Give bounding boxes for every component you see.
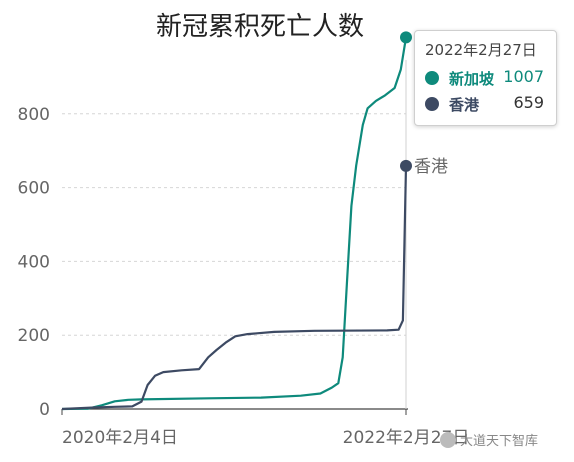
x-tick-label: 2020年2月4日 (62, 428, 178, 448)
series-line-0 (61, 37, 408, 411)
y-tick-label: 0 (39, 400, 50, 420)
chart-title: 新冠累积死亡人数 (155, 12, 364, 42)
tooltip-series-name: 新加坡 (449, 70, 495, 88)
series-lines (61, 31, 412, 411)
gridlines (62, 113, 406, 336)
x-tick-label: 2022年2月27日 (343, 428, 470, 448)
watermark: 大道天下智库 (440, 430, 538, 449)
y-tick-label: 600 (18, 179, 50, 199)
tooltip-series-value: 659 (513, 93, 544, 112)
watermark-text: 大道天下智库 (460, 434, 539, 449)
axes (61, 60, 408, 415)
tooltip-series-value: 1007 (503, 67, 544, 86)
series-end-label: 香港 (414, 157, 448, 177)
tooltip-date: 2022年2月27日 (425, 41, 537, 59)
y-tick-label: 400 (18, 252, 50, 272)
tooltip-row-singapore: 新加坡 1007 (425, 66, 546, 92)
tooltip-series-name: 香港 (449, 96, 480, 114)
series-line-1 (61, 165, 408, 411)
singapore-dot-icon (425, 71, 439, 85)
y-tick-label: 200 (18, 326, 50, 346)
hover-tooltip: 2022年2月27日 新加坡 1007 香港 659 (414, 30, 557, 126)
tooltip-row-hongkong: 香港 659 (425, 92, 546, 118)
series-end-point-1 (400, 159, 412, 172)
tick-labels: 0 200 400 600 800 2020年2月4日 2022年2月27日 香港 (18, 105, 470, 448)
hongkong-dot-icon (425, 97, 439, 111)
series-end-point-0 (400, 31, 412, 44)
wechat-icon (440, 432, 456, 448)
y-tick-label: 800 (18, 105, 50, 125)
